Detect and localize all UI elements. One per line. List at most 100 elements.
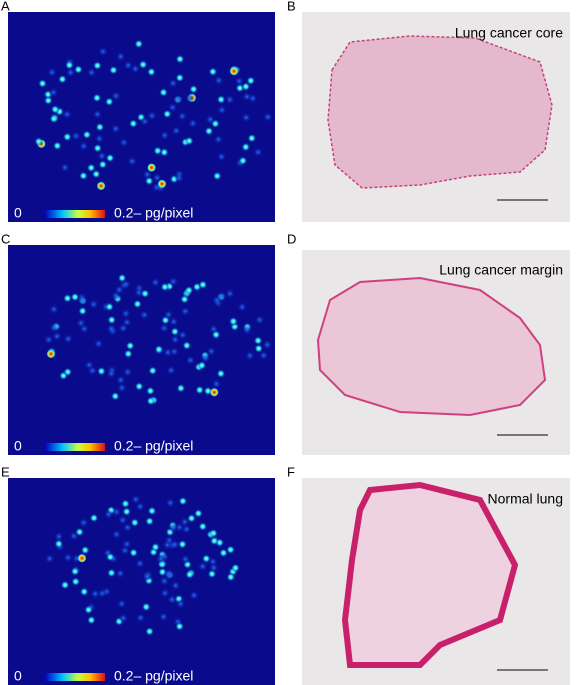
hotspot: [178, 496, 188, 506]
hotspot: [57, 74, 67, 84]
hotspot: [34, 137, 44, 146]
hotspot: [98, 160, 108, 169]
hotspot: [47, 67, 57, 78]
hotspot: [213, 75, 224, 86]
hotspot: [211, 330, 221, 340]
hotspot: [118, 613, 129, 624]
hotspot: [173, 94, 184, 105]
hotspot: [116, 598, 127, 609]
hotspot: [58, 371, 68, 381]
histology-panels: [302, 12, 570, 685]
hotspot: [128, 119, 138, 129]
hotspot: [159, 147, 169, 157]
hotspot: [120, 545, 130, 556]
hotspot: [163, 569, 174, 579]
hotspot: [195, 385, 205, 395]
hotspot: [46, 349, 56, 359]
hotspot: [170, 580, 181, 591]
hotspot: [163, 309, 174, 320]
hotspot: [115, 51, 126, 62]
hotspot: [98, 46, 108, 57]
hotspot: [254, 314, 265, 325]
hotspot: [64, 60, 74, 70]
hotspot: [147, 163, 157, 173]
hotspot: [78, 171, 88, 181]
hotspot: [48, 87, 59, 98]
tissue: [327, 35, 553, 189]
hotspot: [184, 93, 195, 104]
hotspot: [159, 323, 170, 334]
hotspot: [228, 316, 238, 326]
hotspot: [175, 73, 185, 83]
hotspot: [134, 39, 144, 49]
hotspot: [49, 322, 59, 333]
hotspot: [146, 396, 156, 406]
hotspot: [160, 282, 170, 292]
scale-max: 0.2– pg/pixel: [114, 438, 193, 454]
hotspot: [53, 531, 64, 542]
hotspot: [159, 87, 168, 97]
hotspot: [154, 344, 164, 354]
hotspot: [175, 598, 186, 609]
hotspot: [120, 308, 131, 319]
hotspot: [167, 102, 178, 113]
hotspot: [121, 499, 130, 509]
hotspot: [216, 151, 227, 162]
hotspot: [234, 76, 245, 87]
hotspot: [139, 309, 150, 320]
hotspot: [93, 338, 104, 349]
hotspot: [216, 369, 226, 379]
hotspot: [244, 350, 255, 361]
hotspot: [88, 299, 99, 310]
hotspot: [226, 572, 236, 582]
hotspot: [180, 554, 191, 565]
hotspot: [241, 91, 252, 102]
hotspot: [145, 626, 155, 636]
hotspot: [65, 67, 76, 78]
hotspot: [84, 360, 95, 370]
panel-label: A: [1, 0, 10, 13]
hotspot: [189, 590, 199, 601]
hotspot: [162, 539, 173, 550]
hotspot: [258, 350, 269, 361]
hotspot: [96, 151, 107, 162]
hotspot: [62, 109, 72, 120]
hotspot: [49, 114, 59, 124]
hotspot: [241, 142, 251, 152]
hotspot: [44, 553, 55, 564]
hotspot: [70, 566, 80, 576]
hotspot: [43, 334, 54, 345]
hotspot: [95, 122, 105, 132]
hotspot: [189, 84, 199, 94]
hotspot: [50, 104, 60, 114]
hotspot: [200, 353, 211, 364]
hotspot: [62, 132, 72, 142]
hotspot: [262, 339, 273, 350]
hotspot: [231, 563, 240, 573]
hotspot: [241, 112, 252, 123]
hotspot: [97, 588, 108, 599]
hotspot: [209, 528, 218, 538]
hotspot: [115, 375, 126, 386]
hotspot: [107, 568, 116, 578]
hotspot: [122, 507, 132, 517]
hotspot: [168, 78, 178, 89]
hotspot: [213, 134, 224, 145]
hotspot: [75, 527, 85, 537]
hotspot: [246, 76, 256, 86]
hotspot: [204, 126, 214, 136]
hotspot: [170, 327, 180, 337]
colorbar: [45, 673, 105, 681]
hotspot: [146, 67, 156, 77]
hotspot: [147, 506, 157, 516]
hotspot: [159, 130, 170, 141]
hotspot: [96, 366, 106, 376]
hotspot: [92, 109, 103, 120]
hotspot: [107, 315, 117, 325]
hotspot: [187, 513, 196, 523]
hotspot: [121, 279, 132, 290]
hotspot: [147, 110, 157, 121]
hotspot: [92, 93, 102, 103]
hotspot: [212, 171, 222, 181]
